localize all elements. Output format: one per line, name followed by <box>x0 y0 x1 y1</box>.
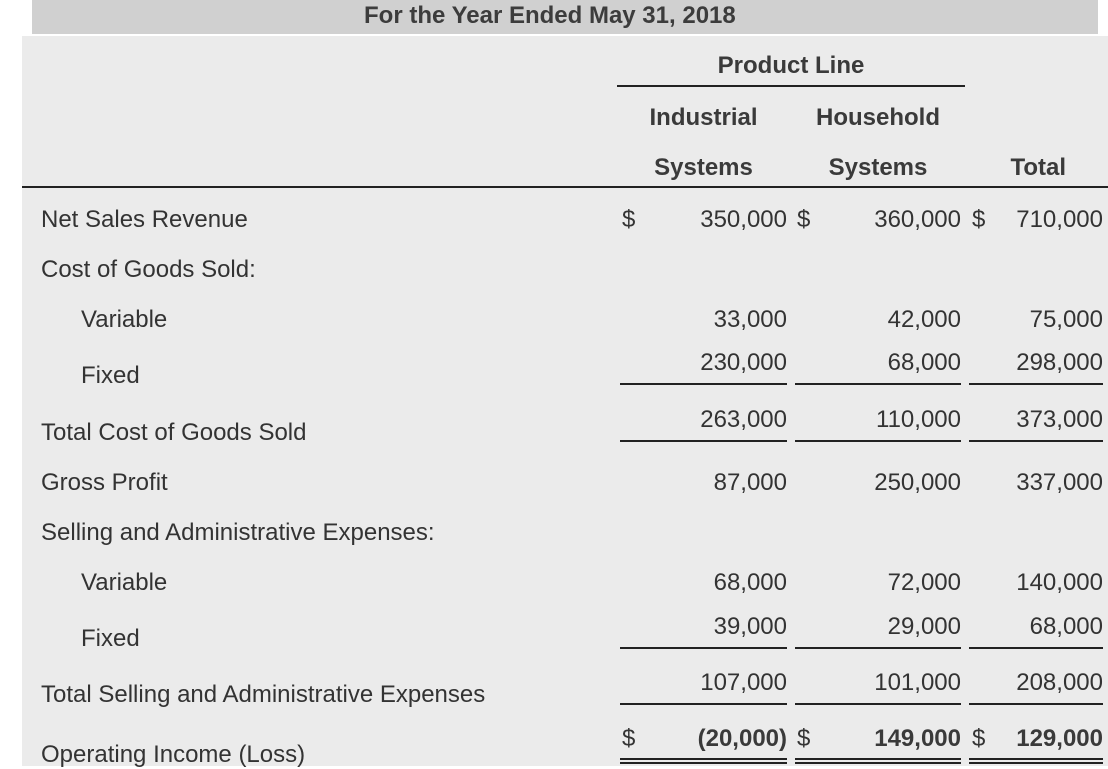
cogs-variable-label: Variable <box>81 306 168 333</box>
total-rule <box>620 703 787 705</box>
sga-fixed-total: 68,000 <box>1029 613 1103 640</box>
total-cogs-total: 373,000 <box>1016 406 1103 433</box>
col-industrial-line1: Industrial <box>649 104 758 131</box>
cogs-fixed-industrial: 230,000 <box>700 349 787 376</box>
total-sga-label: Total Selling and Administrative Expense… <box>41 681 486 708</box>
sga-fixed-industrial: 39,000 <box>713 613 787 640</box>
grand-total-double-rule <box>795 758 961 764</box>
col-total-header: Total <box>1010 154 1066 181</box>
sga-variable-label: Variable <box>81 569 168 596</box>
product-line-heading: Product Line <box>717 52 865 79</box>
net-sales-label: Net Sales Revenue <box>41 206 248 233</box>
subtotal-rule <box>795 647 961 649</box>
col-household-line2: Systems <box>828 154 928 181</box>
total-cogs-household: 110,000 <box>876 406 961 433</box>
total-rule <box>620 440 787 442</box>
statement-body <box>22 36 1108 766</box>
currency-symbol: $ <box>622 206 636 233</box>
currency-symbol: $ <box>622 725 636 752</box>
net-sales-total: 710,000 <box>1016 206 1103 233</box>
sga-heading: Selling and Administrative Expenses: <box>41 519 435 546</box>
total-rule <box>969 440 1103 442</box>
sga-variable-total: 140,000 <box>1016 569 1103 596</box>
total-sga-household: 101,000 <box>874 669 961 696</box>
total-rule <box>795 440 961 442</box>
sga-fixed-household: 29,000 <box>887 613 961 640</box>
subtotal-rule <box>795 383 961 385</box>
period-header-band <box>32 0 1098 34</box>
subtotal-rule <box>969 383 1103 385</box>
subtotal-rule <box>969 647 1103 649</box>
sga-fixed-label: Fixed <box>81 625 140 652</box>
gross-profit-industrial: 87,000 <box>713 469 787 496</box>
grand-total-double-rule <box>620 758 787 764</box>
cogs-fixed-label: Fixed <box>81 362 140 389</box>
total-cogs-label: Total Cost of Goods Sold <box>41 419 307 446</box>
cogs-fixed-household: 68,000 <box>887 349 961 376</box>
cogs-heading: Cost of Goods Sold: <box>41 256 256 283</box>
currency-symbol: $ <box>972 725 986 752</box>
total-sga-industrial: 107,000 <box>700 669 787 696</box>
total-rule <box>795 703 961 705</box>
cogs-variable-industrial: 33,000 <box>713 306 787 333</box>
total-sga-total: 208,000 <box>1016 669 1103 696</box>
header-rule <box>22 186 1108 188</box>
subtotal-rule <box>620 647 787 649</box>
product-line-underline <box>617 85 965 87</box>
currency-symbol: $ <box>797 206 811 233</box>
sga-variable-industrial: 68,000 <box>713 569 787 596</box>
period-title: For the Year Ended May 31, 2018 <box>364 2 736 29</box>
cogs-variable-total: 75,000 <box>1029 306 1103 333</box>
operating-income-household: 149,000 <box>874 725 961 752</box>
gross-profit-total: 337,000 <box>1016 469 1103 496</box>
cogs-variable-household: 42,000 <box>887 306 961 333</box>
net-sales-household: 360,000 <box>874 206 961 233</box>
operating-income-total: 129,000 <box>1016 725 1103 752</box>
grand-total-double-rule <box>969 758 1103 764</box>
sga-variable-household: 72,000 <box>887 569 961 596</box>
cogs-fixed-total: 298,000 <box>1016 349 1103 376</box>
subtotal-rule <box>620 383 787 385</box>
gross-profit-label: Gross Profit <box>41 469 168 496</box>
currency-symbol: $ <box>972 206 986 233</box>
gross-profit-household: 250,000 <box>874 469 961 496</box>
currency-symbol: $ <box>797 725 811 752</box>
total-rule <box>969 703 1103 705</box>
operating-income-industrial: (20,000) <box>697 725 787 752</box>
operating-income-label: Operating Income (Loss) <box>41 741 306 768</box>
total-cogs-industrial: 263,000 <box>700 406 787 433</box>
col-industrial-line2: Systems <box>654 154 753 181</box>
net-sales-industrial: 350,000 <box>700 206 787 233</box>
col-household-line1: Household <box>816 104 940 131</box>
